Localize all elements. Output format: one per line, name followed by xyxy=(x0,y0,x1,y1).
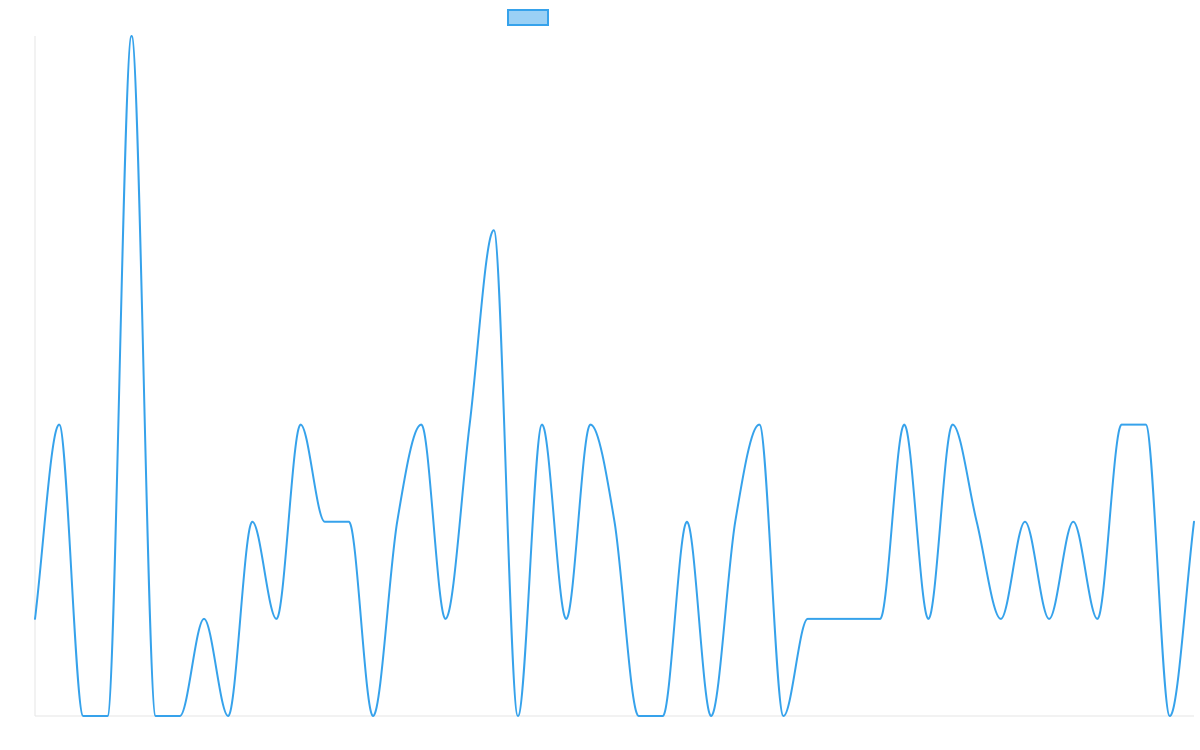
data-point xyxy=(1191,519,1197,525)
legend-swatch[interactable] xyxy=(507,9,549,26)
data-point xyxy=(80,713,86,719)
data-point xyxy=(853,616,859,622)
data-point xyxy=(177,713,183,719)
data-point xyxy=(781,713,787,719)
data-point xyxy=(587,422,593,428)
data-point xyxy=(539,422,545,428)
data-point xyxy=(515,713,521,719)
data-point xyxy=(636,713,642,719)
series-line xyxy=(34,35,1195,717)
data-point xyxy=(1070,519,1076,525)
data-point xyxy=(925,616,931,622)
data-point xyxy=(370,713,376,719)
data-point xyxy=(225,713,231,719)
data-point xyxy=(346,519,352,525)
data-point xyxy=(612,519,618,525)
data-point xyxy=(708,713,714,719)
data-point xyxy=(563,616,569,622)
data-point xyxy=(974,519,980,525)
data-point xyxy=(901,422,907,428)
data-point xyxy=(249,519,255,525)
data-point xyxy=(201,616,207,622)
data-point xyxy=(1143,422,1149,428)
data-point xyxy=(442,616,448,622)
data-point xyxy=(491,227,497,233)
data-point xyxy=(1167,713,1173,719)
data-point xyxy=(1119,422,1125,428)
data-point xyxy=(998,616,1004,622)
data-point xyxy=(1046,616,1052,622)
data-point xyxy=(322,519,328,525)
data-points xyxy=(32,33,1197,719)
data-point xyxy=(467,422,473,428)
data-point xyxy=(104,713,110,719)
data-point xyxy=(756,422,762,428)
data-point xyxy=(684,519,690,525)
data-point xyxy=(153,713,159,719)
data-point xyxy=(950,422,956,428)
data-point xyxy=(129,33,135,39)
data-point xyxy=(273,616,279,622)
data-point xyxy=(660,713,666,719)
data-point xyxy=(1022,519,1028,525)
data-point xyxy=(805,616,811,622)
data-point xyxy=(732,519,738,525)
data-point xyxy=(394,519,400,525)
data-point xyxy=(298,422,304,428)
data-point xyxy=(829,616,835,622)
data-point xyxy=(418,422,424,428)
data-point xyxy=(877,616,883,622)
data-point xyxy=(32,616,38,622)
data-point xyxy=(1094,616,1100,622)
data-point xyxy=(56,422,62,428)
